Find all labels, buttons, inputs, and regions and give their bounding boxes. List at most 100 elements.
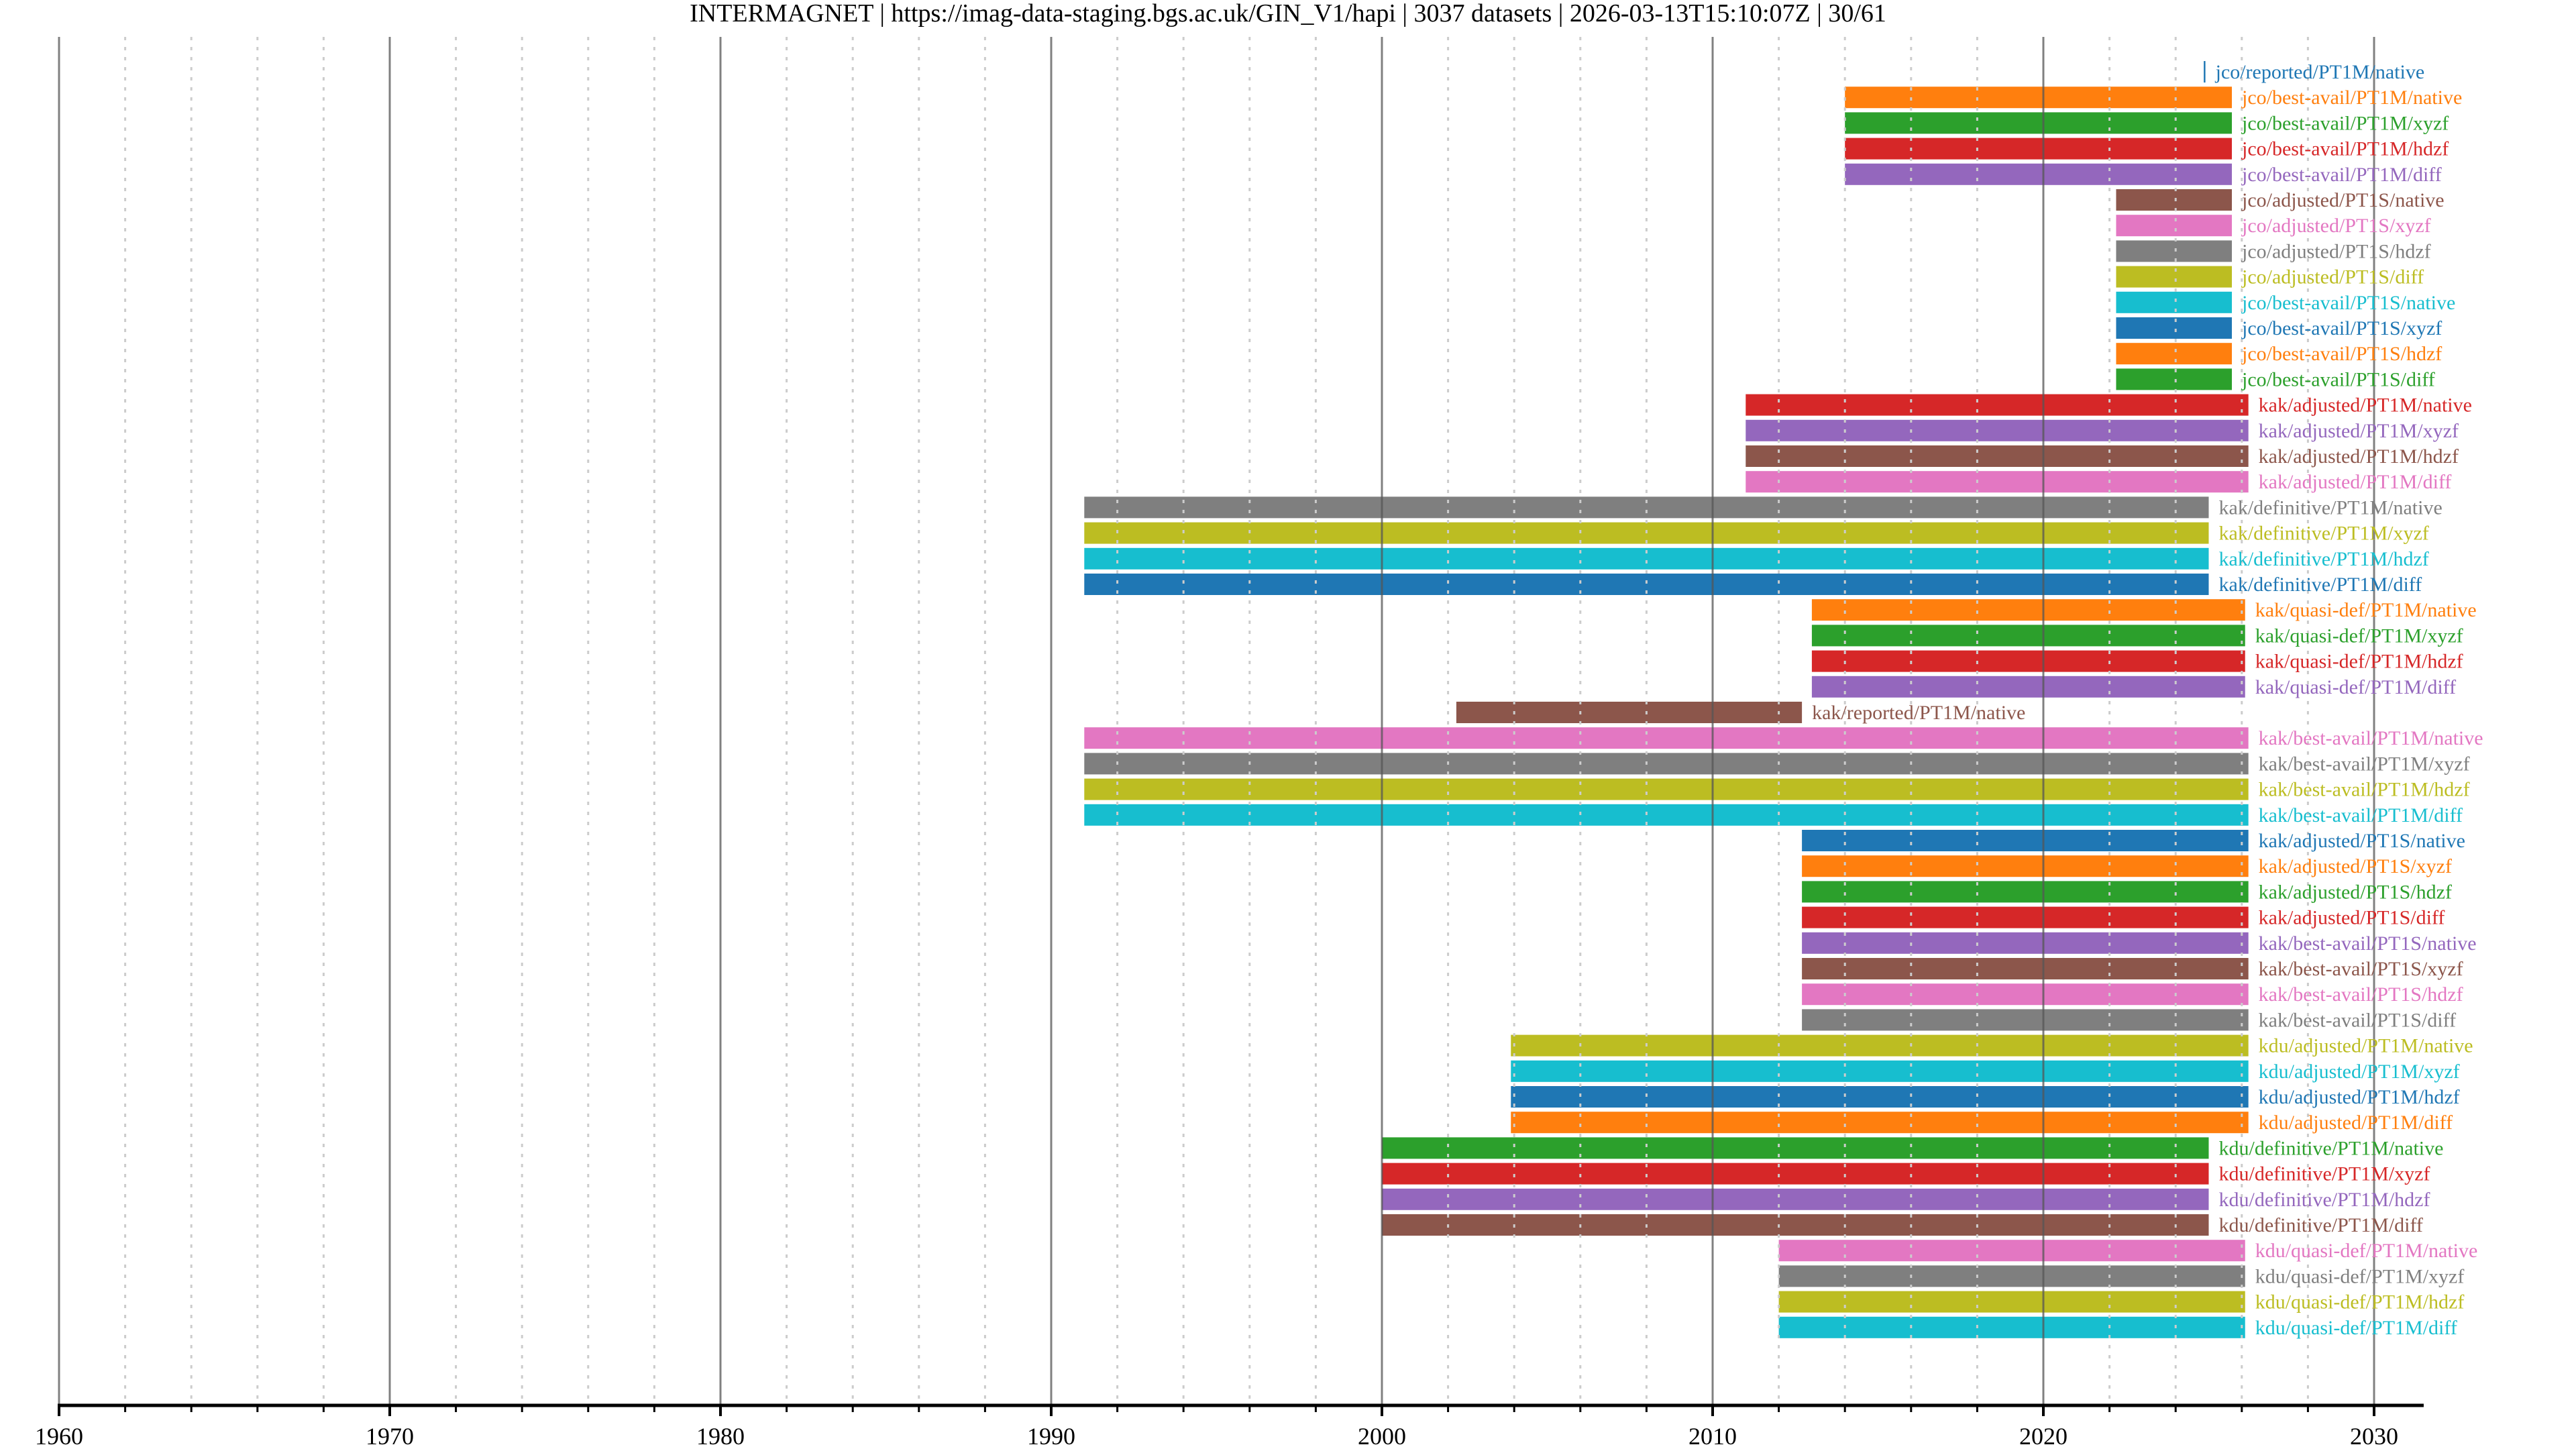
bar-label: jco/best-avail/PT1S/hdzf (2241, 343, 2442, 365)
bar-label: jco/best-avail/PT1S/native (2241, 292, 2455, 314)
timeline-bar (1778, 1240, 2245, 1262)
bar-label: kak/best-avail/PT1S/xyzf (2259, 958, 2463, 980)
bar-label: kak/adjusted/PT1M/xyzf (2259, 420, 2459, 442)
x-tick-label: 2010 (1688, 1423, 1737, 1449)
x-tick-label: 2020 (2019, 1423, 2068, 1449)
timeline-bar (1746, 419, 2249, 441)
timeline-bar (1084, 804, 2249, 826)
bar-label: kak/best-avail/PT1S/hdzf (2259, 983, 2463, 1006)
bar-label: kak/adjusted/PT1M/hdzf (2259, 445, 2459, 468)
bar-label: kak/definitive/PT1M/hdzf (2219, 548, 2429, 570)
bar-label: jco/best-avail/PT1M/xyzf (2241, 112, 2449, 134)
timeline-bar (1802, 830, 2249, 851)
bar-label: jco/best-avail/PT1S/diff (2241, 368, 2435, 390)
x-tick-label: 2030 (2350, 1423, 2398, 1449)
timeline-bar (1802, 906, 2249, 928)
bar-label: kak/definitive/PT1M/diff (2219, 574, 2422, 596)
timeline-bar (1802, 958, 2249, 979)
timeline-bar (1811, 676, 2245, 698)
timeline-bar (1511, 1086, 2249, 1108)
x-tick-label: 1960 (35, 1423, 83, 1449)
timeline-bar (2116, 343, 2233, 365)
bar-label: kak/best-avail/PT1S/native (2259, 932, 2477, 955)
timeline-bar (1845, 163, 2233, 185)
grid-layer (58, 37, 2375, 1405)
timeline-bar (1746, 471, 2249, 493)
bar-label: kak/best-avail/PT1M/hdzf (2259, 779, 2470, 801)
timeline-bar (1802, 932, 2249, 954)
bar-label: kdu/definitive/PT1M/xyzf (2219, 1163, 2430, 1185)
bar-label: kdu/definitive/PT1M/diff (2219, 1214, 2423, 1236)
timeline-bar (1811, 599, 2245, 621)
bar-label: jco/best-avail/PT1M/native (2241, 87, 2462, 109)
bar-label: kak/best-avail/PT1M/diff (2259, 804, 2463, 826)
timeline-bar (1802, 1009, 2249, 1031)
bar-label: kdu/adjusted/PT1M/hdzf (2259, 1086, 2460, 1108)
bar-label: kak/reported/PT1M/native (1812, 702, 2025, 724)
bar-label: kak/best-avail/PT1M/native (2259, 727, 2483, 749)
timeline-bar (2116, 266, 2233, 288)
bar-label: kak/definitive/PT1M/xyzf (2219, 523, 2429, 545)
timeline-bar (1382, 1188, 2209, 1210)
bar-label: kdu/adjusted/PT1M/diff (2259, 1112, 2453, 1134)
bars-layer (1084, 61, 2249, 1338)
bar-label: kak/adjusted/PT1S/diff (2259, 907, 2445, 929)
bar-label: kak/quasi-def/PT1M/diff (2255, 676, 2456, 698)
bar-label: kak/adjusted/PT1S/xyzf (2259, 855, 2452, 877)
bar-label: kak/adjusted/PT1M/native (2259, 394, 2472, 417)
bar-label: kak/adjusted/PT1M/diff (2259, 471, 2452, 493)
bar-label: jco/adjusted/PT1S/hdzf (2241, 240, 2431, 262)
bar-label: kdu/quasi-def/PT1M/diff (2255, 1317, 2457, 1339)
x-tick-label: 1970 (366, 1423, 414, 1449)
bar-label: jco/adjusted/PT1S/diff (2241, 266, 2424, 288)
timeline-bar (1802, 855, 2249, 877)
bar-label: kdu/adjusted/PT1M/native (2259, 1035, 2473, 1057)
bar-label: jco/adjusted/PT1S/native (2241, 189, 2445, 211)
chart-title: INTERMAGNET | https://imag-data-staging.… (690, 0, 1886, 28)
timeline-bar (1845, 112, 2233, 134)
bar-label: kdu/quasi-def/PT1M/native (2255, 1240, 2478, 1262)
bar-labels-layer: jco/reported/PT1M/native jco/best-avail/P… (1812, 61, 2483, 1339)
timeline-bar (1084, 778, 2249, 800)
timeline-bar (1778, 1316, 2245, 1338)
timeline-bar (1802, 983, 2249, 1006)
timeline-bar (2116, 317, 2233, 339)
bar-label: kdu/quasi-def/PT1M/xyzf (2255, 1265, 2465, 1287)
timeline-bar (2116, 368, 2233, 390)
bar-label: kak/quasi-def/PT1M/xyzf (2255, 625, 2463, 647)
timeline-bar (1084, 727, 2249, 749)
timeline-bar (2116, 291, 2233, 313)
bar-label: kak/adjusted/PT1S/native (2259, 830, 2465, 852)
timeline-bar (1778, 1265, 2245, 1287)
bar-label: kak/definitive/PT1M/native (2219, 496, 2443, 519)
timeline-bar (1511, 1060, 2249, 1082)
timeline-bar (1811, 650, 2245, 672)
timeline-bar (1382, 1214, 2209, 1236)
timeline-bar (1382, 1163, 2209, 1185)
bar-label: jco/best-avail/PT1S/xyzf (2241, 317, 2442, 339)
x-axis: 1960 1970 1980 1990 2000 2010 2020 2030 (35, 1403, 2424, 1449)
bar-label: kdu/quasi-def/PT1M/hdzf (2255, 1291, 2465, 1313)
bar-label: jco/adjusted/PT1S/xyzf (2241, 215, 2431, 237)
bar-label: kak/best-avail/PT1S/diff (2259, 1009, 2456, 1031)
bar-label: kak/quasi-def/PT1M/hdzf (2255, 651, 2463, 673)
timeline-bar (2116, 189, 2233, 211)
timeline-bar (1746, 394, 2249, 416)
timeline-bar (1778, 1291, 2245, 1313)
timeline-bar (1802, 881, 2249, 903)
timeline-bar (1511, 1112, 2249, 1134)
timeline-bar (1845, 138, 2233, 160)
timeline-bar (1084, 753, 2249, 775)
timeline-bar (1746, 445, 2249, 467)
bar-label: kak/best-avail/PT1M/xyzf (2259, 753, 2470, 775)
bar-label: kdu/definitive/PT1M/hdzf (2219, 1189, 2430, 1211)
x-tick-label: 1980 (696, 1423, 745, 1449)
timeline-bar (1382, 1137, 2209, 1159)
bar-label: kdu/adjusted/PT1M/xyzf (2259, 1061, 2460, 1083)
bar-label: jco/best-avail/PT1M/hdzf (2241, 138, 2449, 160)
bar-label: kdu/definitive/PT1M/native (2219, 1137, 2444, 1159)
bar-label: jco/best-avail/PT1M/diff (2241, 164, 2442, 186)
timeline-bar (2116, 215, 2233, 237)
timeline-bar (1511, 1034, 2249, 1057)
